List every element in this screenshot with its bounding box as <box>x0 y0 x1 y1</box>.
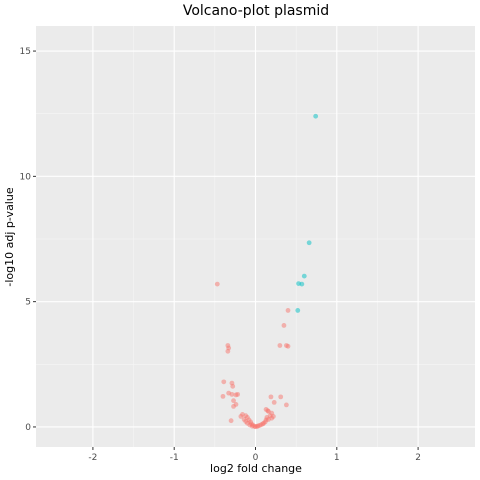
data-point <box>233 392 239 398</box>
data-point <box>238 414 244 419</box>
data-point <box>283 402 289 408</box>
data-points <box>214 113 319 430</box>
y-tick-label: 15 <box>20 47 31 57</box>
data-point <box>230 383 236 389</box>
data-point <box>266 409 271 414</box>
x-tick-label: 2 <box>415 453 421 463</box>
significant-point <box>299 281 305 287</box>
x-tick-label: 1 <box>334 453 340 463</box>
data-point <box>220 393 226 399</box>
y-tick-label: 5 <box>25 298 31 308</box>
y-tick-label: 0 <box>25 423 31 433</box>
data-point <box>277 343 283 348</box>
data-point <box>229 391 235 397</box>
data-point <box>228 418 234 424</box>
significant-point <box>313 113 319 119</box>
data-point <box>285 308 291 313</box>
y-axis: 0 5 10 15 <box>20 47 36 433</box>
y-axis-title: -log10 adj p-value <box>3 187 16 286</box>
significant-point <box>295 308 301 313</box>
data-point <box>281 323 287 328</box>
x-tick-label: -1 <box>170 453 179 463</box>
significant-point <box>301 273 307 279</box>
y-tick-label: 10 <box>20 172 32 182</box>
data-point <box>271 399 277 405</box>
chart-title: Volcano-plot plasmid <box>183 3 329 19</box>
data-point <box>221 379 227 385</box>
x-tick-label: 0 <box>253 453 259 463</box>
x-axis: -2 -1 0 1 2 <box>88 447 421 463</box>
data-point <box>270 414 276 419</box>
data-point <box>278 394 284 400</box>
data-point <box>225 348 231 354</box>
data-point <box>268 394 274 400</box>
data-point <box>231 398 236 404</box>
data-point <box>231 404 236 409</box>
x-tick-label: -2 <box>88 453 97 463</box>
data-point <box>285 343 291 349</box>
grid-lines <box>36 26 475 447</box>
data-point <box>214 281 220 287</box>
x-axis-title: log2 fold change <box>210 462 302 475</box>
significant-point <box>306 240 312 246</box>
